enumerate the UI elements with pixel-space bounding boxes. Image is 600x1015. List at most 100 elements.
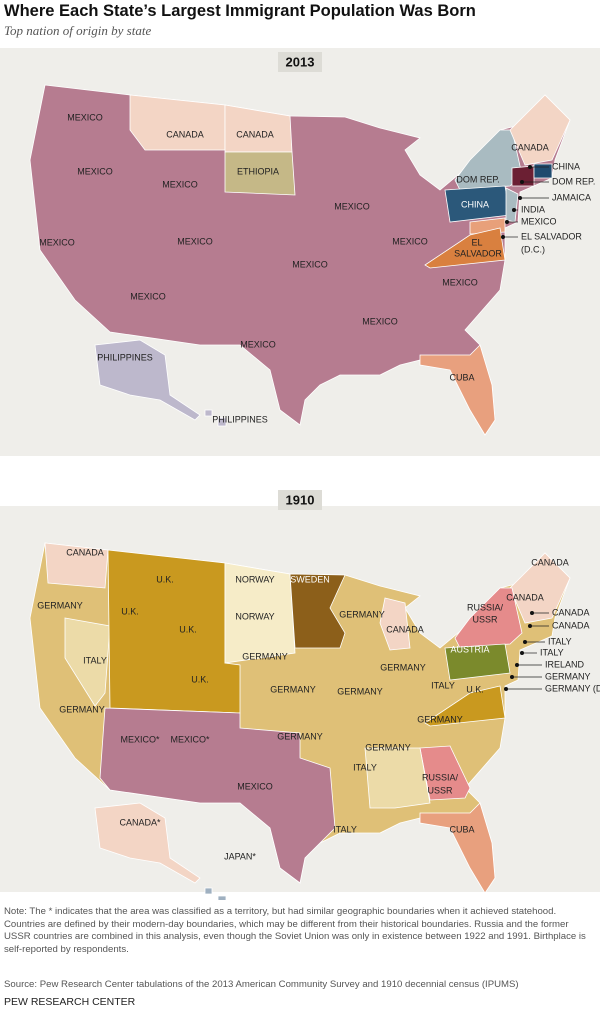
source: Source: Pew Research Center tabulations … [4, 979, 519, 990]
state-label: MEXICO [362, 316, 398, 326]
state-label: GERMANY [242, 651, 288, 661]
state-label: CHINA [552, 161, 580, 171]
state [379, 597, 411, 651]
state-label: USSR [472, 614, 498, 624]
state-label: U.K. [179, 624, 197, 634]
state-label: MEXICO [442, 277, 478, 287]
hawaii [217, 895, 227, 900]
state-label: GERMANY [277, 731, 323, 741]
leader-dot [518, 196, 522, 200]
leader-dot [520, 651, 524, 655]
state-label: GERMANY [59, 704, 105, 714]
state-label: MEXICO [77, 166, 113, 176]
leader-dot [528, 624, 532, 628]
us-outline [29, 84, 571, 436]
state-label: ITALY [83, 655, 107, 665]
state-label: GERMANY [545, 671, 591, 681]
hawaii [204, 887, 213, 895]
state [533, 163, 553, 179]
state-label: MEXICO [177, 236, 213, 246]
state-label: EL [471, 237, 482, 247]
state [511, 165, 535, 187]
state-label: CANADA [166, 129, 204, 139]
state [419, 802, 496, 894]
state-label: SWEDEN [290, 574, 330, 584]
leader-dot [520, 180, 524, 184]
state [419, 745, 471, 801]
leader-dot [528, 165, 532, 169]
state-label: JAPAN* [224, 851, 256, 861]
state-label: MEXICO [237, 781, 273, 791]
state-label: DOM REP. [552, 176, 595, 186]
state-label: CANADA* [119, 817, 161, 827]
state-label: GERMANY [37, 600, 83, 610]
state-label: (D.C.) [521, 244, 545, 254]
state [107, 549, 241, 714]
state-label: U.K. [156, 574, 174, 584]
state-label: ITALY [353, 762, 377, 772]
state [424, 685, 506, 727]
state-label: ITALY [540, 647, 564, 657]
year-box [278, 490, 322, 510]
state-label: ITALY [333, 824, 357, 834]
state-label: MEXICO* [120, 734, 160, 744]
leader-dot [501, 235, 505, 239]
maps: 2013 1910 MEXICO CANADA CANADA CANADA MEXICO ME… [0, 48, 600, 900]
state-label: CANADA [236, 129, 274, 139]
state-label: MEXICO [240, 339, 276, 349]
year-box [278, 52, 322, 72]
state-label: GERMANY [270, 684, 316, 694]
state-label: GERMANY [365, 742, 411, 752]
leader-dot [505, 220, 509, 224]
state [224, 151, 296, 196]
state-label: CUBA [449, 824, 474, 834]
state-label: ETHIOPIA [237, 166, 279, 176]
hawaii [217, 417, 227, 427]
state [129, 94, 226, 151]
note: Note: The * indicates that the area was … [4, 906, 586, 955]
state-label: CANADA [506, 592, 544, 602]
state-label: MEXICO* [170, 734, 210, 744]
state-label: GERMANY [417, 714, 463, 724]
state [224, 562, 296, 664]
state-label: CANADA [511, 142, 549, 152]
state [289, 573, 346, 649]
state-label: MEXICO [521, 216, 557, 226]
hawaii [204, 409, 213, 417]
year-label: 2013 [286, 54, 315, 69]
state [44, 542, 109, 589]
state-label: GERMANY [339, 609, 385, 619]
state-label: GERMANY [380, 662, 426, 672]
state-label: U.K. [121, 606, 139, 616]
state-label: U.K. [191, 674, 209, 684]
state [509, 94, 571, 166]
state-label: NORWAY [235, 574, 274, 584]
state [419, 344, 496, 436]
state-label: EL SALVADOR [521, 231, 582, 241]
alaska [94, 802, 201, 884]
state-label: MEXICO [130, 291, 166, 301]
state-label: GERMANY (D.C.) [545, 683, 600, 693]
state-label: MEXICO [162, 179, 198, 189]
state-label: CANADA [552, 620, 590, 630]
state-label: CHINA [461, 199, 489, 209]
state-label: JAMAICA [552, 192, 591, 202]
state [364, 747, 431, 809]
state-label: CANADA [66, 547, 104, 557]
state-label: INDIA [521, 204, 545, 214]
state [424, 227, 506, 269]
state-label: ITALY [431, 680, 455, 690]
state-label: PHILIPPINES [97, 352, 153, 362]
state-label: MEXICO [39, 237, 75, 247]
leader-dot [530, 611, 534, 615]
state-label: MEXICO [292, 259, 328, 269]
state-label: MEXICO [67, 112, 103, 122]
leader-dot [510, 675, 514, 679]
state-label: MEXICO [392, 236, 428, 246]
state-label: CUBA [449, 372, 474, 382]
leader-dot [504, 687, 508, 691]
alaska [94, 339, 201, 421]
state [509, 552, 571, 624]
state-label: SALVADOR [454, 248, 502, 258]
